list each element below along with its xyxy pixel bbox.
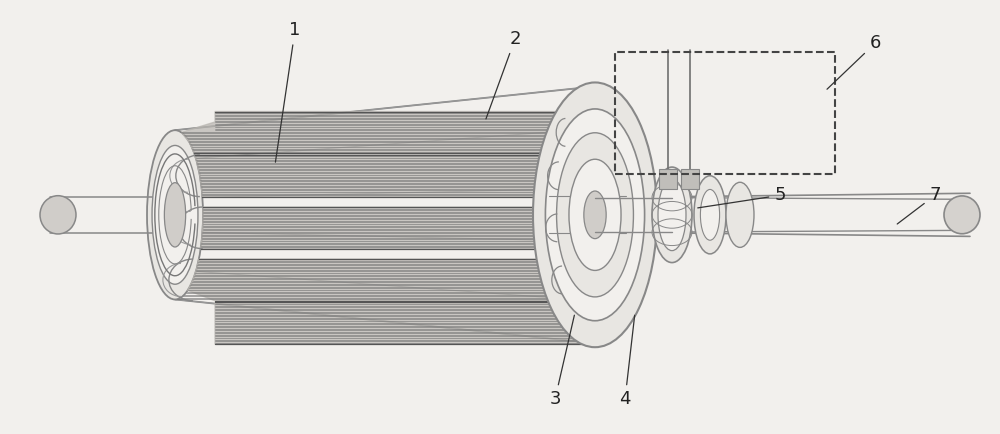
Ellipse shape: [557, 133, 633, 297]
Polygon shape: [181, 112, 587, 153]
Ellipse shape: [40, 196, 76, 234]
Ellipse shape: [652, 167, 692, 263]
Ellipse shape: [694, 176, 726, 254]
Ellipse shape: [152, 145, 198, 284]
Ellipse shape: [164, 183, 186, 247]
Polygon shape: [201, 207, 583, 249]
Polygon shape: [215, 302, 592, 344]
Text: 3: 3: [549, 315, 574, 408]
Ellipse shape: [545, 109, 645, 321]
Text: 4: 4: [619, 315, 635, 408]
Ellipse shape: [147, 130, 203, 299]
Text: 1: 1: [275, 21, 301, 162]
Ellipse shape: [569, 159, 621, 270]
Text: 6: 6: [827, 34, 881, 89]
Text: 7: 7: [897, 186, 941, 224]
Ellipse shape: [726, 182, 754, 247]
Ellipse shape: [584, 191, 606, 239]
FancyBboxPatch shape: [681, 168, 699, 189]
Ellipse shape: [944, 196, 980, 234]
Ellipse shape: [658, 179, 686, 250]
Ellipse shape: [533, 82, 657, 347]
Text: 2: 2: [486, 30, 521, 119]
Bar: [615, 52, 835, 174]
Text: 5: 5: [698, 186, 786, 208]
Polygon shape: [195, 155, 584, 197]
Ellipse shape: [700, 189, 720, 240]
FancyBboxPatch shape: [659, 168, 677, 189]
Polygon shape: [188, 259, 586, 301]
